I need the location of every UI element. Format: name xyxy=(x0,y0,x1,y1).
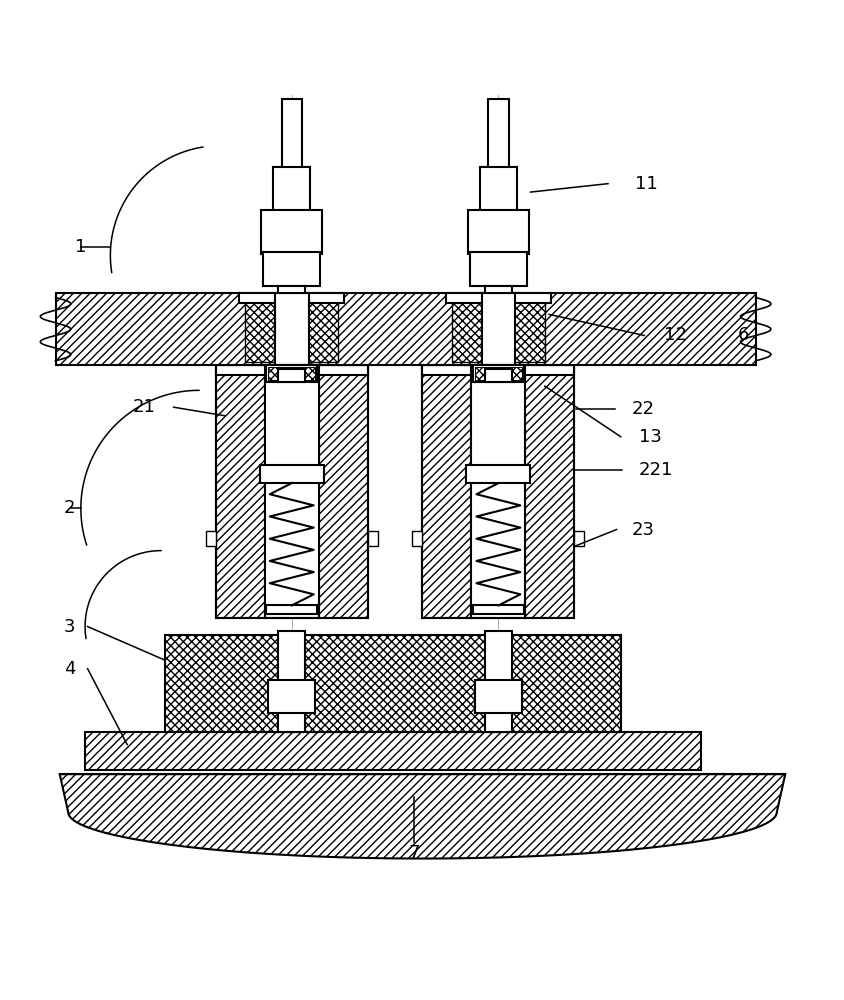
Bar xyxy=(484,631,511,732)
Bar xyxy=(278,286,305,293)
Bar xyxy=(469,252,527,286)
Bar xyxy=(215,365,367,618)
Bar xyxy=(574,531,584,546)
Text: 221: 221 xyxy=(638,461,673,479)
Bar xyxy=(452,297,544,362)
Text: 4: 4 xyxy=(64,660,75,678)
Bar xyxy=(484,286,511,293)
Bar xyxy=(239,293,344,303)
Text: 11: 11 xyxy=(634,175,657,193)
Bar xyxy=(205,531,215,546)
Bar xyxy=(474,367,522,380)
Bar xyxy=(266,365,316,382)
Text: 6: 6 xyxy=(737,326,748,344)
Bar xyxy=(481,293,515,365)
Bar xyxy=(367,531,377,546)
Bar xyxy=(215,365,367,375)
Bar xyxy=(484,369,511,382)
Bar xyxy=(479,167,517,213)
Text: 21: 21 xyxy=(133,398,155,416)
Text: 22: 22 xyxy=(631,400,654,418)
Bar xyxy=(278,631,305,732)
Bar xyxy=(266,605,316,614)
Bar xyxy=(412,531,422,546)
Text: 23: 23 xyxy=(631,521,654,539)
Bar xyxy=(268,680,315,713)
Bar xyxy=(473,365,523,382)
Bar xyxy=(259,465,323,483)
Bar xyxy=(468,210,528,254)
Bar xyxy=(262,252,320,286)
Bar xyxy=(446,293,550,303)
Bar xyxy=(273,167,310,213)
Bar xyxy=(215,365,264,618)
Bar xyxy=(422,365,574,618)
Bar xyxy=(85,732,700,770)
Text: 13: 13 xyxy=(638,428,661,446)
Bar xyxy=(261,210,322,254)
Bar xyxy=(281,99,301,171)
Bar xyxy=(268,367,315,380)
Text: 3: 3 xyxy=(64,618,75,636)
Bar xyxy=(165,635,620,732)
Bar xyxy=(474,680,522,713)
Bar xyxy=(422,365,574,375)
Text: 2: 2 xyxy=(64,499,75,517)
Bar xyxy=(278,369,305,382)
Polygon shape xyxy=(60,774,784,859)
Bar xyxy=(318,365,367,618)
Bar xyxy=(422,365,471,618)
Bar xyxy=(471,365,525,618)
Bar xyxy=(56,293,755,365)
Text: 1: 1 xyxy=(75,238,86,256)
Bar xyxy=(525,365,574,618)
Bar xyxy=(245,297,338,362)
Text: 12: 12 xyxy=(663,326,686,344)
Text: 7: 7 xyxy=(408,844,419,862)
Bar xyxy=(466,465,530,483)
Bar xyxy=(264,365,318,618)
Bar xyxy=(488,99,508,171)
Bar xyxy=(473,605,523,614)
Bar xyxy=(274,293,308,365)
